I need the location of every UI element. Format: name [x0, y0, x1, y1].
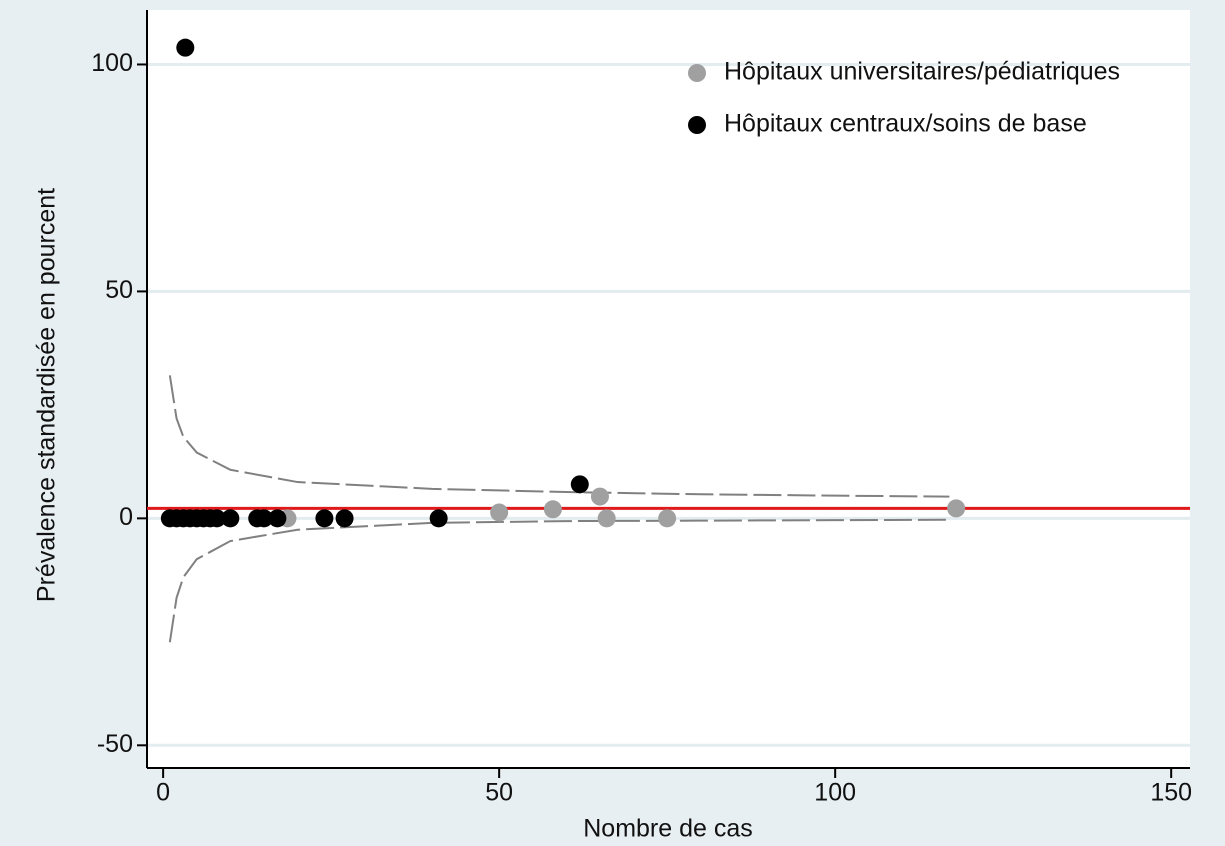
- x-tick-label: 0: [156, 779, 170, 807]
- y-tick-label: 100: [91, 49, 133, 77]
- point: [335, 509, 354, 528]
- y-tick-label: 50: [105, 276, 133, 304]
- point: [570, 475, 589, 494]
- point: [207, 509, 226, 528]
- y-tick-label: 0: [119, 503, 133, 531]
- legend-marker: [688, 116, 706, 134]
- x-tick-label: 50: [485, 779, 513, 807]
- point: [947, 499, 966, 518]
- control-limit: [168, 518, 950, 643]
- plot-area: [147, 10, 1190, 768]
- point: [429, 509, 448, 528]
- point: [597, 509, 616, 528]
- legend-marker: [688, 64, 706, 82]
- legend-label: Hôpitaux universitaires/pédiatriques: [724, 58, 1120, 86]
- x-tick-label: 100: [814, 779, 856, 807]
- control-limit: [168, 375, 950, 498]
- x-tick-label: 150: [1150, 779, 1192, 807]
- legend-label: Hôpitaux centraux/soins de base: [724, 110, 1087, 138]
- x-axis-label: Nombre de cas: [583, 815, 753, 843]
- point: [268, 509, 287, 528]
- point: [543, 500, 562, 519]
- point: [176, 38, 195, 57]
- y-axis-label: Prévalence standardisée en pourcent: [33, 188, 61, 602]
- point: [658, 509, 677, 528]
- y-tick-label: -50: [97, 730, 133, 758]
- point: [254, 509, 273, 528]
- point: [490, 503, 509, 522]
- point: [315, 509, 334, 528]
- point: [221, 509, 240, 528]
- point: [590, 487, 609, 506]
